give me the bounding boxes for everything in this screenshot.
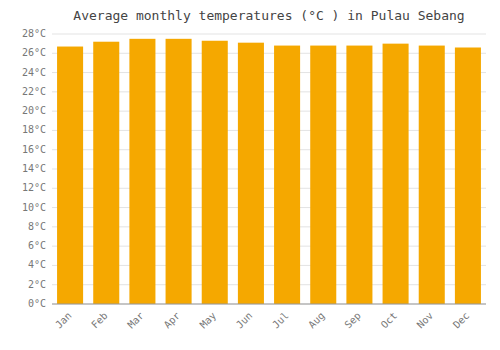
y-tick-label: 6°C xyxy=(28,240,46,251)
y-tick-label: 24°C xyxy=(22,67,46,78)
bar xyxy=(238,43,264,304)
x-tick-label: Dec xyxy=(451,310,472,331)
bar xyxy=(57,47,83,304)
x-tick-label: Aug xyxy=(306,310,327,331)
x-axis: Jan Feb Mar Apr May Jun Jul Aug Sep Oct Nov Dec xyxy=(52,304,486,330)
grid xyxy=(52,34,486,304)
y-axis: 0°C 2°C 4°C 6°C 8°C 10°C 12°C 14°C 16°C 18°C 20°C 2… xyxy=(22,28,46,309)
y-tick-label: 0°C xyxy=(28,298,46,309)
x-tick-label: Oct xyxy=(379,310,400,331)
bar xyxy=(419,46,445,304)
x-tick-label: Jun xyxy=(234,310,255,331)
bar xyxy=(455,48,481,305)
x-tick-label: Jul xyxy=(270,310,291,331)
bar xyxy=(129,39,155,304)
bar xyxy=(383,44,409,304)
bar xyxy=(346,46,372,304)
y-tick-label: 28°C xyxy=(22,28,46,39)
x-tick-label: Nov xyxy=(415,310,436,331)
y-tick-label: 22°C xyxy=(22,86,46,97)
x-tick-label: Jan xyxy=(53,310,74,331)
y-tick-label: 12°C xyxy=(22,182,46,193)
y-tick-label: 2°C xyxy=(28,279,46,290)
bar xyxy=(202,41,228,304)
grid-line xyxy=(52,304,486,305)
x-tick-label: Apr xyxy=(162,310,183,331)
x-axis-line xyxy=(52,304,486,305)
y-tick-label: 14°C xyxy=(22,163,46,174)
x-tick-label: Feb xyxy=(89,310,110,331)
bar xyxy=(93,42,119,304)
y-tick-label: 16°C xyxy=(22,144,46,155)
x-tick-label: Sep xyxy=(342,310,363,331)
x-tick-label: Mar xyxy=(125,310,146,331)
x-tick-label: May xyxy=(198,310,219,331)
grid-line xyxy=(52,34,486,35)
y-tick-label: 10°C xyxy=(22,202,46,213)
bar xyxy=(166,39,192,304)
y-tick-label: 8°C xyxy=(28,221,46,232)
y-tick-label: 18°C xyxy=(22,124,46,135)
chart: 0°C 2°C 4°C 6°C 8°C 10°C 12°C 14°C 16°C 18°C 20°C 2… xyxy=(0,0,500,350)
y-tick-label: 4°C xyxy=(28,259,46,270)
bar xyxy=(274,46,300,304)
y-tick-label: 26°C xyxy=(22,47,46,58)
bar xyxy=(310,46,336,304)
bars xyxy=(57,39,481,304)
title: Average monthly temperatures (°C ) in Pu… xyxy=(73,8,464,23)
y-tick-label: 20°C xyxy=(22,105,46,116)
